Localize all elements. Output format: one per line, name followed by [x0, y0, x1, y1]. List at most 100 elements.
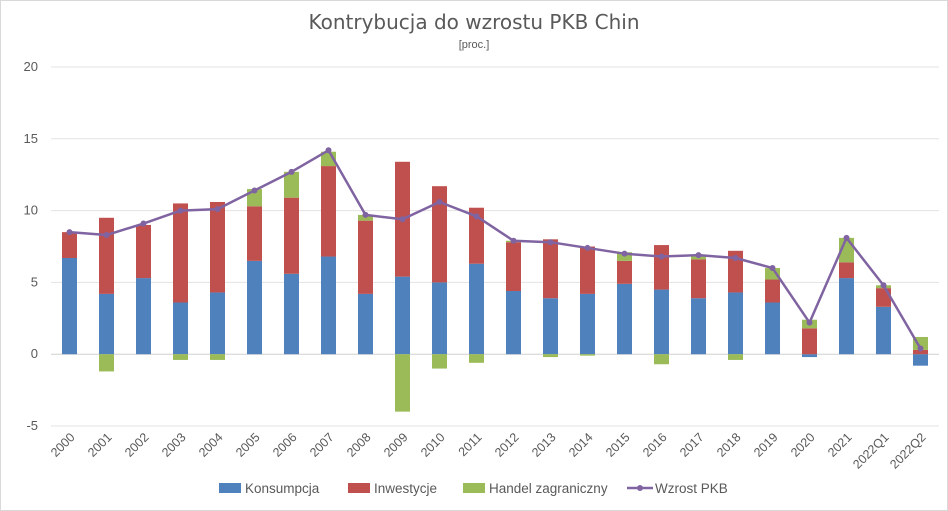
bar-segment — [580, 246, 595, 294]
bar-segment — [173, 203, 188, 303]
growth-point — [843, 234, 850, 241]
bar-segment — [802, 354, 817, 358]
bar-segment — [136, 224, 151, 279]
legend-label: Wzrost PKB — [655, 481, 728, 496]
bar-segment — [543, 239, 558, 299]
growth-point — [362, 211, 369, 218]
bar-segment — [691, 259, 706, 299]
bar-segment — [654, 289, 669, 355]
bar-segment — [691, 298, 706, 355]
bar-segment — [395, 354, 410, 412]
bar-segment — [210, 292, 225, 355]
x-tick-label: 2009 — [381, 430, 411, 460]
bar-segment — [802, 328, 817, 355]
bar-segment — [358, 293, 373, 355]
bar-segment — [99, 354, 114, 372]
bar-segment — [728, 250, 743, 293]
bar-segment — [580, 293, 595, 355]
bar-segment — [654, 354, 669, 365]
bar-segment — [247, 260, 262, 355]
legend-label: Konsumpcja — [245, 481, 320, 496]
growth-point — [547, 239, 554, 246]
growth-point — [473, 213, 480, 220]
bar-segment — [284, 171, 299, 198]
x-tick-label: 2020 — [788, 430, 818, 460]
y-tick-label: 0 — [31, 346, 38, 361]
bar-segment — [913, 349, 928, 355]
bars — [62, 151, 928, 412]
growth-point — [621, 250, 628, 257]
growth-point — [769, 265, 776, 272]
bar-segment — [173, 302, 188, 355]
growth-point — [880, 282, 887, 289]
bar-segment — [913, 354, 928, 366]
growth-line — [66, 147, 924, 352]
x-tick-label: 2001 — [85, 430, 115, 460]
growth-point — [917, 345, 924, 352]
bar-segment — [247, 206, 262, 261]
bar-segment — [765, 268, 780, 280]
growth-point — [177, 207, 184, 214]
bar-segment — [506, 242, 521, 292]
growth-point — [66, 229, 73, 236]
bar-segment — [543, 298, 558, 355]
x-tick-label: 2005 — [233, 430, 263, 460]
bar-segment — [395, 276, 410, 355]
bar-segment — [876, 306, 891, 355]
x-tick-label: 2014 — [566, 430, 596, 460]
bar-segment — [654, 245, 669, 290]
growth-line-path — [69, 149, 922, 350]
legend-label: Inwestycje — [374, 481, 437, 496]
growth-point — [251, 187, 258, 194]
x-tick-label: 2022Q2 — [887, 430, 928, 471]
bar-segment — [62, 257, 77, 355]
x-tick-label: 2022Q1 — [850, 430, 891, 471]
y-tick-label: 15 — [24, 131, 38, 146]
legend-line-marker — [637, 485, 643, 491]
x-tick-label: 2015 — [603, 430, 633, 460]
bar-segment — [580, 354, 595, 356]
x-tick-label: 2007 — [307, 430, 337, 460]
growth-point — [732, 254, 739, 261]
bar-segment — [469, 207, 484, 264]
x-tick-label: 2021 — [825, 430, 855, 460]
legend-label: Handel zagraniczny — [489, 481, 608, 496]
bar-segment — [543, 354, 558, 358]
x-axis-ticks: 2000 2001 2002 2003 2004 2005 2006 2007 2008 2009… — [48, 430, 929, 471]
bar-segment — [173, 354, 188, 360]
x-tick-label: 2002 — [122, 430, 152, 460]
bar-segment — [358, 220, 373, 294]
legend-swatch — [463, 483, 485, 493]
bar-segment — [99, 217, 114, 294]
bar-segment — [469, 354, 484, 363]
y-tick-label: 5 — [31, 274, 38, 289]
x-tick-label: 2000 — [48, 430, 78, 460]
bar-segment — [876, 288, 891, 307]
growth-point — [806, 319, 813, 326]
x-tick-label: 2012 — [492, 430, 522, 460]
growth-point — [658, 253, 665, 260]
bar-segment — [284, 197, 299, 274]
bar-segment — [432, 282, 447, 355]
growth-point — [399, 216, 406, 223]
growth-point — [325, 147, 332, 154]
bar-segment — [839, 262, 854, 279]
bar-segment — [321, 256, 336, 355]
bar-segment — [617, 283, 632, 355]
bar-segment — [839, 278, 854, 355]
x-tick-label: 2011 — [456, 430, 485, 459]
growth-point — [436, 198, 443, 205]
bar-segment — [765, 302, 780, 355]
x-tick-label: 2013 — [529, 430, 559, 460]
growth-point — [214, 206, 221, 213]
bar-segment — [469, 263, 484, 355]
x-tick-label: 2017 — [677, 430, 707, 460]
y-tick-label: -5 — [26, 418, 38, 433]
x-tick-label: 2010 — [418, 430, 448, 460]
bar-segment — [432, 354, 447, 369]
bar-segment — [210, 354, 225, 360]
x-tick-label: 2003 — [159, 430, 189, 460]
legend-swatch — [348, 483, 370, 493]
bar-segment — [728, 292, 743, 355]
